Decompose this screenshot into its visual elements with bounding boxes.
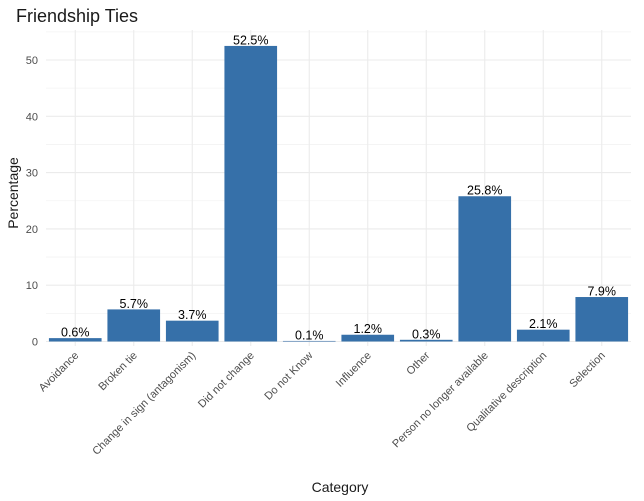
y-tick-label: 10	[26, 280, 38, 292]
data-label: 7.9%	[588, 285, 617, 299]
bar-person-no-longer-available	[458, 196, 512, 342]
data-label: 0.6%	[61, 326, 90, 340]
bar-other	[399, 339, 453, 342]
x-tick-label: Influence	[334, 350, 374, 390]
data-label: 3.7%	[178, 308, 207, 322]
y-tick-label: 30	[26, 168, 38, 180]
data-label: 25.8%	[467, 184, 502, 198]
x-tick-label: Selection	[567, 350, 607, 390]
y-axis-ticks: 0 10 20 30 40 50	[26, 55, 38, 349]
bar-influence	[341, 334, 395, 342]
grid	[46, 30, 631, 346]
y-tick-label: 40	[26, 111, 38, 123]
data-label: 0.1%	[295, 328, 324, 342]
data-labels: 0.6% 5.7% 3.7% 52.5% 0.1% 1.2% 0.3% 25.8% 2.1% 7.…	[61, 33, 616, 342]
x-tick-label: Person no longer available	[390, 350, 491, 451]
y-tick-label: 0	[32, 337, 38, 349]
bar-do-not-know	[282, 340, 336, 342]
x-tick-label: Do not Know	[262, 350, 315, 403]
x-tick-label: Avoidance	[37, 350, 82, 395]
bar-change-in-sign-antagonism	[165, 320, 219, 342]
data-label: 5.7%	[120, 297, 149, 311]
chart-title: Friendship Ties	[16, 6, 138, 26]
data-label: 2.1%	[529, 317, 558, 331]
data-label: 0.3%	[412, 327, 441, 341]
x-tick-label: Change in sign (antagonism)	[90, 350, 198, 458]
data-label: 1.2%	[354, 322, 383, 336]
bar-qualitative-description	[516, 329, 570, 342]
y-axis-title: Percentage	[5, 157, 21, 229]
bar-did-not-change	[224, 45, 278, 342]
bar-selection	[575, 297, 629, 342]
bars	[48, 45, 629, 342]
x-tick-label: Did not change	[196, 350, 257, 411]
bar-avoidance	[48, 338, 102, 342]
x-tick-label: Broken tie	[96, 350, 140, 394]
y-tick-label: 20	[26, 224, 38, 236]
x-tick-label: Other	[404, 349, 432, 377]
bar-broken-tie	[107, 309, 161, 342]
data-label: 52.5%	[233, 33, 268, 47]
y-tick-label: 50	[26, 55, 38, 67]
x-axis-title: Category	[312, 479, 369, 495]
